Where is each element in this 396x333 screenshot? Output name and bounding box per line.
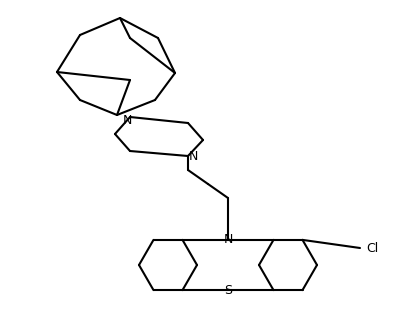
Text: N: N bbox=[223, 233, 233, 246]
Text: S: S bbox=[224, 284, 232, 297]
Text: Cl: Cl bbox=[366, 241, 378, 254]
Text: N: N bbox=[188, 150, 198, 163]
Text: N: N bbox=[122, 114, 132, 127]
